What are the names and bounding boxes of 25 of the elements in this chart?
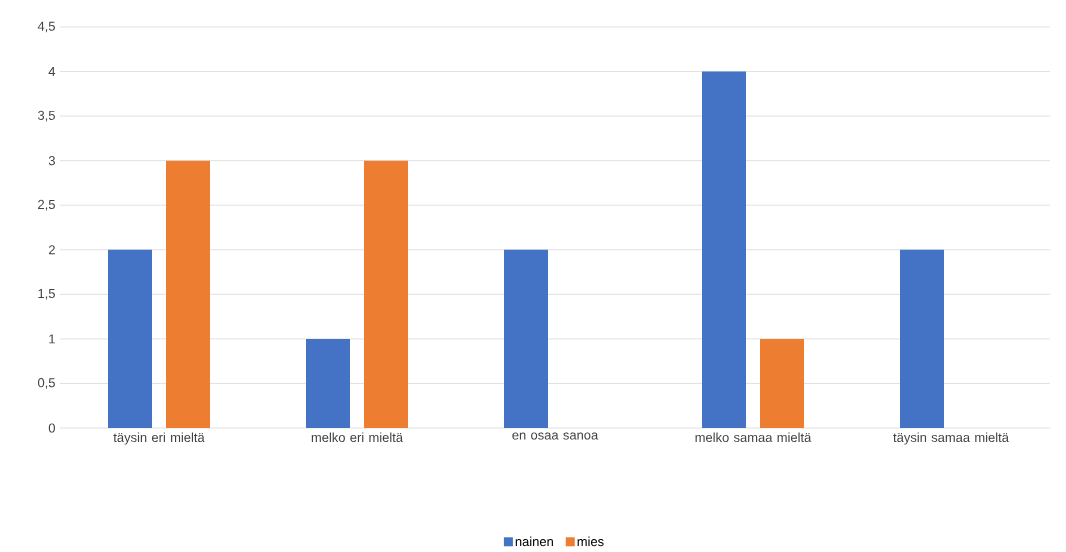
y-tick-label: 3,5 bbox=[37, 110, 55, 122]
y-tick-label: 2,5 bbox=[38, 199, 55, 211]
y-tick-label: 1 bbox=[49, 334, 55, 344]
bar bbox=[108, 249, 152, 428]
bar bbox=[900, 249, 945, 428]
x-tick-label: melko samaa mieltä bbox=[695, 432, 812, 443]
y-tick-label: 1,5 bbox=[38, 289, 55, 300]
bar bbox=[702, 71, 746, 428]
x-tick-label: täysin samaa mieltä bbox=[893, 432, 1009, 445]
y-tick-label: 0 bbox=[48, 423, 55, 433]
y-tick-label: 3 bbox=[48, 156, 55, 166]
x-tick-label: en osaa sanoa bbox=[512, 432, 599, 440]
bar bbox=[364, 160, 408, 428]
x-tick-label: melko eri mieltä bbox=[311, 432, 404, 443]
bar bbox=[760, 338, 804, 428]
legend-label: nainen bbox=[515, 536, 553, 547]
bar bbox=[306, 338, 350, 428]
y-tick-label: 4,5 bbox=[37, 21, 55, 33]
legend-label: mies bbox=[577, 536, 604, 547]
x-tick-label: täysin eri mieltä bbox=[113, 432, 205, 445]
y-tick-label: 4 bbox=[48, 67, 56, 77]
bar bbox=[504, 249, 548, 428]
y-tick-label: 2 bbox=[48, 245, 55, 255]
y-tick-label: 0,5 bbox=[37, 378, 55, 389]
bar bbox=[166, 160, 210, 428]
